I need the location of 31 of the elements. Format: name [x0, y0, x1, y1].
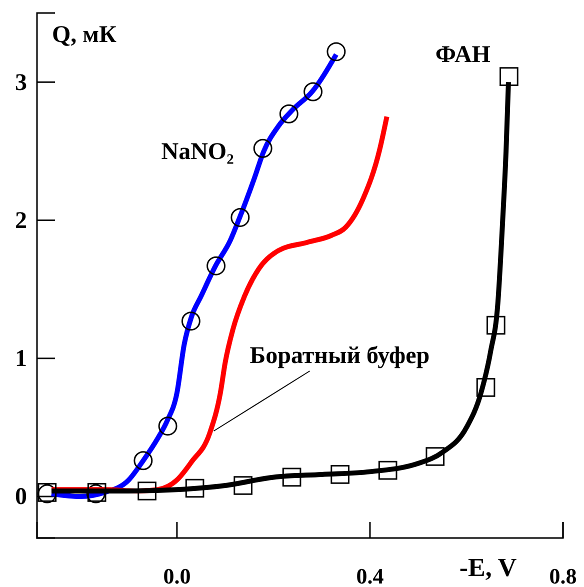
point — [279, 104, 298, 124]
point — [234, 476, 252, 495]
x-tick-label: 0.0 — [163, 564, 191, 587]
point — [304, 82, 323, 102]
point — [282, 468, 302, 487]
point — [500, 67, 518, 86]
point — [206, 256, 226, 276]
point — [230, 208, 250, 227]
y-axis-title: Q, мК — [52, 22, 118, 48]
point — [134, 451, 153, 470]
point — [185, 478, 204, 498]
point — [378, 460, 398, 480]
point — [158, 416, 178, 436]
point — [326, 42, 346, 62]
series-label: NaNO₂ — [161, 139, 234, 166]
x-tick-label: 0.8 — [549, 564, 577, 587]
point — [486, 316, 506, 335]
y-tick-label: 0 — [15, 484, 27, 510]
point — [426, 447, 445, 466]
point — [138, 482, 156, 500]
y-tick-label: 3 — [15, 70, 27, 96]
series-label: Боратный буфер — [250, 343, 430, 369]
point — [253, 138, 272, 158]
y-tick-label: 2 — [15, 208, 27, 234]
y-tick-label: 1 — [15, 346, 27, 372]
point — [476, 378, 496, 397]
point — [330, 465, 350, 484]
x-axis-title: -E, V — [459, 553, 517, 582]
series-label: ФАН — [435, 42, 491, 68]
point — [181, 312, 200, 331]
x-tick-label: 0.4 — [356, 564, 384, 587]
